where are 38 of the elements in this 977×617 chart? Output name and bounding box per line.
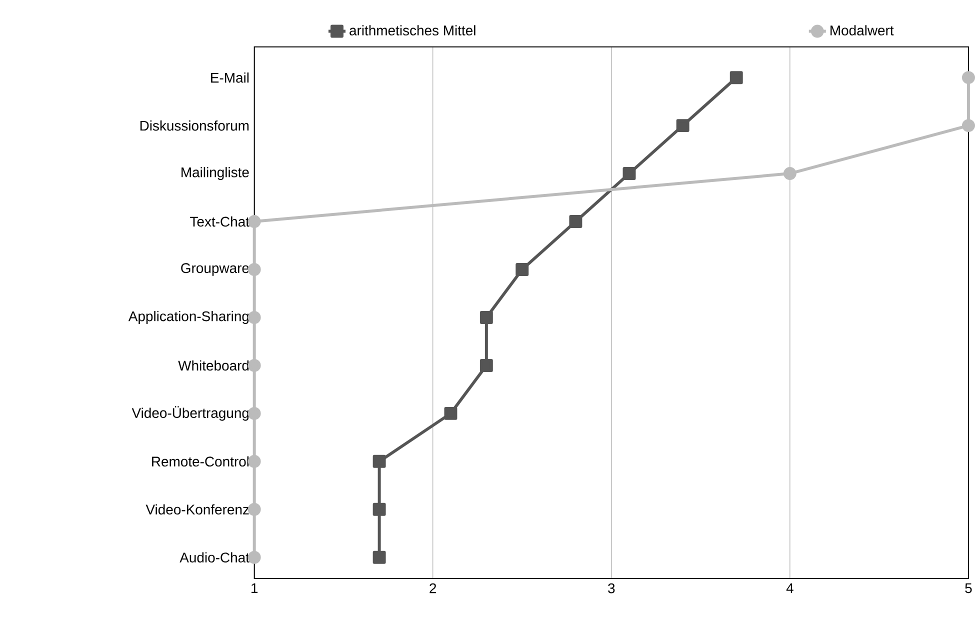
point bbox=[516, 262, 529, 276]
point bbox=[372, 550, 386, 564]
point bbox=[480, 310, 493, 324]
point bbox=[248, 454, 261, 468]
point bbox=[962, 118, 975, 132]
legend-label: arithmetisches Mittel bbox=[350, 24, 476, 36]
point bbox=[622, 166, 636, 180]
y-tick-label: Mailingliste bbox=[182, 166, 249, 180]
point bbox=[480, 358, 493, 372]
x-tick-label: 3 bbox=[608, 583, 615, 594]
y-tick-label: Application-Sharing bbox=[128, 310, 249, 324]
y-tick-label: Video-Übertragung bbox=[132, 406, 249, 421]
y-tick-label: Remote-Control bbox=[152, 456, 249, 466]
point bbox=[372, 454, 386, 468]
point bbox=[569, 214, 582, 228]
x-tick-label: 4 bbox=[786, 583, 794, 593]
point bbox=[444, 406, 458, 420]
y-tick-label: E-Mail bbox=[211, 72, 249, 83]
y-tick-label: Diskussionsforum bbox=[140, 120, 249, 131]
point bbox=[783, 166, 796, 180]
point bbox=[248, 502, 261, 516]
point bbox=[248, 406, 261, 420]
point bbox=[248, 310, 261, 324]
y-tick-label: Groupware bbox=[181, 262, 249, 276]
point bbox=[676, 118, 690, 132]
y-tick-label: Text-Chat bbox=[190, 216, 250, 226]
y-tick-label: Whiteboard bbox=[178, 360, 249, 370]
legend-label: Modalwert bbox=[830, 24, 894, 36]
point bbox=[372, 502, 386, 516]
point bbox=[248, 262, 261, 276]
y-tick-label: Video-Konferenz bbox=[146, 504, 249, 514]
x-tick-label: 2 bbox=[430, 583, 436, 593]
point bbox=[962, 70, 975, 84]
y-tick-label: Audio-Chat bbox=[180, 552, 250, 562]
x-tick-label: 1 bbox=[252, 583, 258, 593]
x-tick-label: 5 bbox=[965, 583, 972, 593]
point bbox=[248, 358, 261, 372]
point bbox=[730, 70, 743, 84]
